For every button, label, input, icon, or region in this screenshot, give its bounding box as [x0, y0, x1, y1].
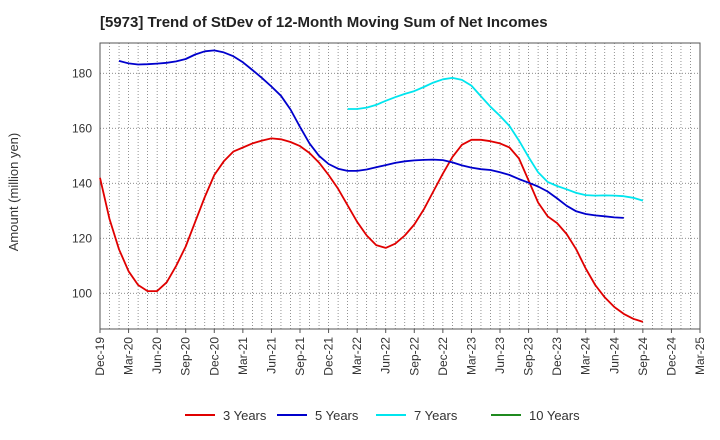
x-tick-label: Dec-21	[322, 337, 336, 376]
y-tick-label: 180	[72, 66, 92, 80]
x-tick-label: Dec-24	[664, 337, 678, 376]
x-tick-label: Jun-21	[264, 337, 278, 374]
x-tick-label: Mar-25	[693, 337, 707, 375]
x-tick-label: Jun-22	[379, 337, 393, 374]
x-tick-label: Dec-20	[207, 337, 221, 376]
x-tick-label: Mar-22	[350, 337, 364, 375]
x-tick-label: Mar-23	[464, 337, 478, 375]
x-tick-label: Dec-19	[93, 337, 107, 376]
x-tick-label: Mar-20	[122, 337, 136, 375]
y-axis-label: Amount (million yen)	[6, 133, 21, 252]
legend-label: 3 Years	[223, 408, 267, 423]
x-tick-label: Sep-24	[636, 337, 650, 376]
x-tick-label: Mar-21	[236, 337, 250, 375]
x-tick-label: Jun-23	[493, 337, 507, 374]
y-tick-label: 100	[72, 286, 92, 300]
y-axis: 100 120 140 160 180	[72, 66, 92, 300]
x-tick-label: Sep-22	[407, 337, 421, 376]
x-tick-label: Jun-24	[607, 337, 621, 374]
y-tick-label: 120	[72, 231, 92, 245]
x-tick-label: Jun-20	[150, 337, 164, 374]
y-tick-label: 140	[72, 176, 92, 190]
x-tick-label: Sep-23	[522, 337, 536, 376]
legend-label: 7 Years	[414, 408, 458, 423]
plot-area-frame	[99, 42, 701, 330]
series-layer	[99, 49, 644, 323]
x-tick-label: Dec-22	[436, 337, 450, 376]
y-tick-label: 160	[72, 121, 92, 135]
x-tick-label: Dec-23	[550, 337, 564, 376]
legend-label: 10 Years	[529, 408, 580, 423]
x-axis: Dec-19 Mar-20 Jun-20 Sep-20 Dec-20 Mar-21 Jun-…	[93, 329, 707, 376]
series-line-7-years	[347, 77, 644, 202]
legend: 3 Years 5 Years 7 Years 10 Years	[185, 408, 580, 423]
grid-layer	[100, 43, 700, 329]
x-tick-label: Sep-20	[179, 337, 193, 376]
legend-label: 5 Years	[315, 408, 359, 423]
x-tick-label: Sep-21	[293, 337, 307, 376]
x-tick-label: Mar-24	[579, 337, 593, 375]
chart-title: [5973] Trend of StDev of 12-Month Moving…	[100, 14, 548, 31]
series-line-5-years	[118, 49, 624, 219]
series-line-3-years	[99, 137, 644, 323]
